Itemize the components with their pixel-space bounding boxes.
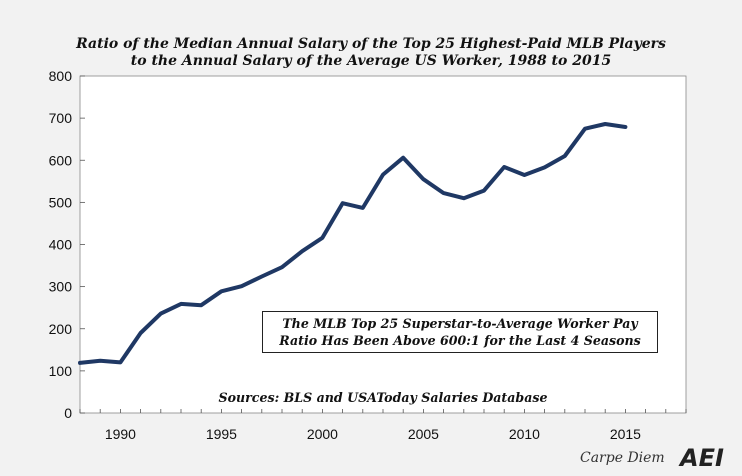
y-tick-label: 0 — [64, 405, 72, 421]
plot-area — [79, 75, 687, 414]
chart-title-line-2: to the Annual Salary of the Average US W… — [130, 53, 612, 69]
x-tick-label: 2005 — [408, 426, 439, 442]
y-tick-label: 700 — [49, 110, 73, 126]
x-tick-label: 1995 — [206, 426, 237, 442]
y-tick-label: 600 — [49, 152, 73, 168]
x-tick-label: 2000 — [307, 426, 338, 442]
y-tick-label: 400 — [49, 237, 73, 253]
y-tick-label: 500 — [49, 194, 73, 210]
blog-name: Carpe Diem — [580, 450, 665, 466]
x-tick-label: 1990 — [105, 426, 136, 442]
y-tick-label: 800 — [49, 68, 73, 84]
y-tick-label: 300 — [49, 279, 73, 295]
chart-title: Ratio of the Median Annual Salary of the… — [0, 36, 742, 70]
annotation-box: The MLB Top 25 Superstar-to-Average Work… — [262, 311, 658, 353]
y-tick-label: 200 — [49, 321, 73, 337]
x-tick-label: 2015 — [610, 426, 641, 442]
series-line — [78, 122, 628, 365]
y-axis: 0 100 200 300 400 500 600 700 800 — [49, 68, 85, 421]
x-axis: 1990 1995 2000 2005 2010 2015 — [79, 409, 687, 442]
chart-title-line-1: Ratio of the Median Annual Salary of the… — [76, 36, 666, 52]
y-tick-label: 100 — [49, 363, 73, 379]
aei-logo-text: AEI — [678, 444, 724, 470]
aei-logo: AEI — [678, 444, 724, 470]
sources-note: Sources: BLS and USAToday Salaries Datab… — [218, 390, 548, 405]
annotation-line-2: Ratio Has Been Above 600:1 for the Last … — [279, 333, 641, 348]
annotation-line-1: The MLB Top 25 Superstar-to-Average Work… — [282, 316, 638, 331]
x-tick-label: 2010 — [509, 426, 540, 442]
